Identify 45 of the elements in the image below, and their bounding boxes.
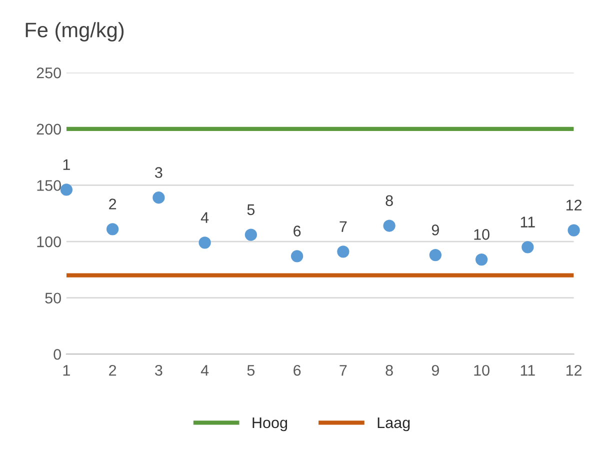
annotation: 12 bbox=[566, 200, 582, 210]
annotation: 3 bbox=[155, 167, 162, 178]
point bbox=[337, 246, 350, 258]
annotation: 11 bbox=[520, 216, 535, 228]
annotation: 2 bbox=[109, 198, 116, 210]
y-tick-label: 200 bbox=[36, 124, 61, 135]
x-tick-label: 8 bbox=[386, 364, 393, 376]
x-tick-label: 4 bbox=[200, 365, 209, 376]
annotation: 5 bbox=[247, 204, 255, 216]
x-tick-label: 3 bbox=[155, 364, 162, 376]
y-tick-label: 100 bbox=[37, 236, 61, 248]
point bbox=[522, 241, 534, 254]
x-tick-label: 9 bbox=[432, 364, 439, 376]
annotation: 6 bbox=[294, 226, 301, 236]
y-tick-label: 250 bbox=[36, 68, 61, 78]
x-tick-label: 11 bbox=[520, 365, 535, 376]
y-tick-label: 50 bbox=[45, 292, 61, 304]
point bbox=[568, 224, 580, 236]
x-tick-label: 1 bbox=[63, 365, 70, 376]
point bbox=[244, 228, 258, 241]
y-tick-label: 150 bbox=[37, 180, 61, 191]
point bbox=[429, 248, 442, 262]
x-tick-label: 10 bbox=[474, 364, 490, 376]
annotation: 8 bbox=[386, 195, 393, 206]
legend-label: Hoog bbox=[252, 417, 288, 432]
x-tick-label: 5 bbox=[247, 365, 255, 376]
point bbox=[60, 184, 73, 196]
legend-label: Laag bbox=[378, 417, 410, 432]
annotation: 1 bbox=[63, 159, 70, 170]
point bbox=[290, 250, 304, 262]
point bbox=[475, 253, 488, 266]
annotation: 10 bbox=[474, 229, 490, 240]
x-tick-label: 7 bbox=[340, 365, 347, 376]
point bbox=[383, 220, 396, 232]
point bbox=[198, 236, 211, 249]
chart-title: Fe (mg/kg) bbox=[26, 22, 124, 42]
annotation: 7 bbox=[340, 221, 347, 232]
point bbox=[152, 192, 165, 204]
annotation: 9 bbox=[432, 224, 439, 236]
annotation: 4 bbox=[200, 212, 209, 223]
point bbox=[106, 223, 119, 236]
x-tick-label: 12 bbox=[566, 364, 582, 376]
y-tick-label: 0 bbox=[54, 348, 61, 360]
x-tick-label: 6 bbox=[294, 364, 301, 376]
x-tick-label: 2 bbox=[109, 364, 116, 376]
